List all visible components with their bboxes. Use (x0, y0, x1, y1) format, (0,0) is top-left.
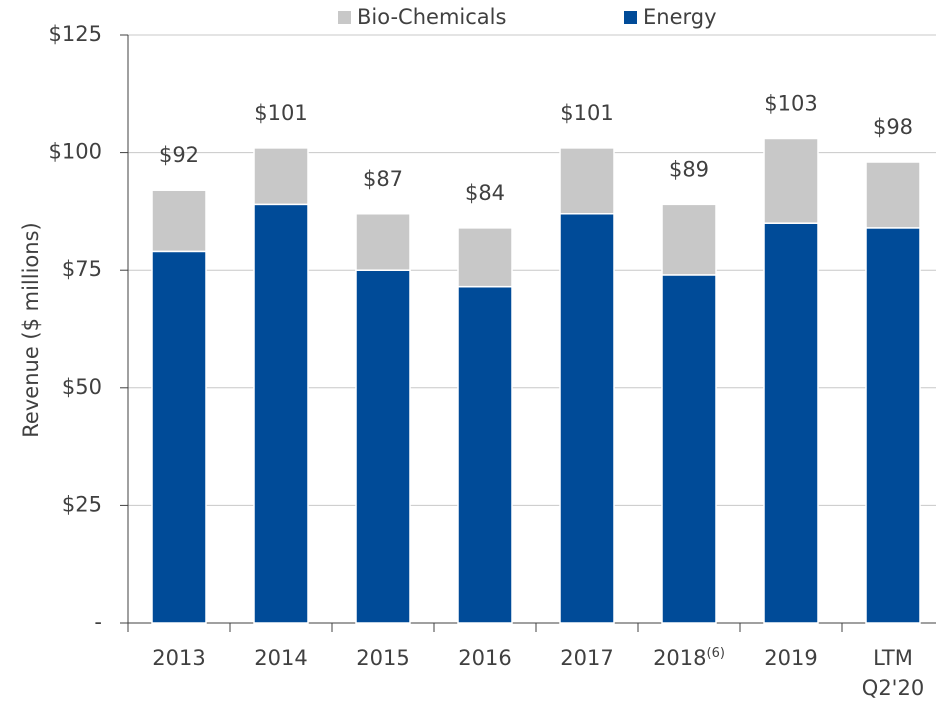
bar-segment (151, 250, 207, 624)
x-tick-text: 2014 (254, 646, 308, 670)
bar-segment (355, 213, 411, 271)
total-label: $101 (254, 101, 307, 125)
total-label: $84 (465, 181, 505, 205)
bar-segment (865, 227, 921, 624)
total-label: $101 (560, 101, 613, 125)
x-tick-text: 2017 (560, 646, 614, 670)
legend-swatch (338, 11, 351, 24)
x-tick-text: 2016 (458, 646, 512, 670)
x-tick-text: 2015 (356, 646, 410, 670)
legend-swatch (624, 11, 637, 24)
total-label: $89 (669, 157, 709, 181)
legend-label: Bio-Chemicals (357, 5, 506, 29)
x-tick-label: 2013 (137, 643, 221, 673)
legend-label: Energy (643, 5, 717, 29)
bar-segment (253, 147, 309, 206)
x-tick-label: 2016 (443, 643, 527, 673)
x-tick-label: 2015 (341, 643, 425, 673)
y-axis-title: Revenue ($ millions) (19, 222, 43, 437)
bar-segment (661, 203, 717, 276)
total-label: $92 (159, 143, 199, 167)
y-tick-label: - (94, 610, 102, 634)
bar-segment (763, 222, 819, 624)
x-tick-text: 2018 (653, 646, 707, 670)
y-tick-label: $50 (62, 375, 102, 399)
y-tick-label: $75 (62, 257, 102, 281)
bar-segment (559, 213, 615, 624)
x-tick-superscript: (6) (706, 646, 725, 661)
x-tick-label: 2018(6) (634, 643, 744, 673)
x-tick-text: LTM Q2'20 (861, 646, 925, 700)
bar-segment (457, 227, 513, 288)
x-tick-text: 2019 (764, 646, 818, 670)
bar-segment (355, 269, 411, 624)
total-label: $98 (873, 115, 913, 139)
bar-segment (151, 189, 207, 253)
bar-segment (661, 274, 717, 624)
y-tick-label: $25 (62, 492, 102, 516)
total-label: $103 (764, 91, 817, 115)
bar-segment (559, 147, 615, 215)
y-tick-label: $100 (49, 140, 102, 164)
x-tick-label: 2017 (545, 643, 629, 673)
x-tick-label: 2014 (239, 643, 323, 673)
x-tick-text: 2013 (152, 646, 206, 670)
total-label: $87 (363, 167, 403, 191)
x-tick-label: 2019 (749, 643, 833, 673)
bar-segment (763, 137, 819, 224)
x-tick-label: LTM Q2'20 (851, 643, 935, 703)
bar-segment (865, 161, 921, 229)
bar-segment (457, 285, 513, 624)
bar-segment (253, 203, 309, 624)
y-tick-label: $125 (49, 22, 102, 46)
